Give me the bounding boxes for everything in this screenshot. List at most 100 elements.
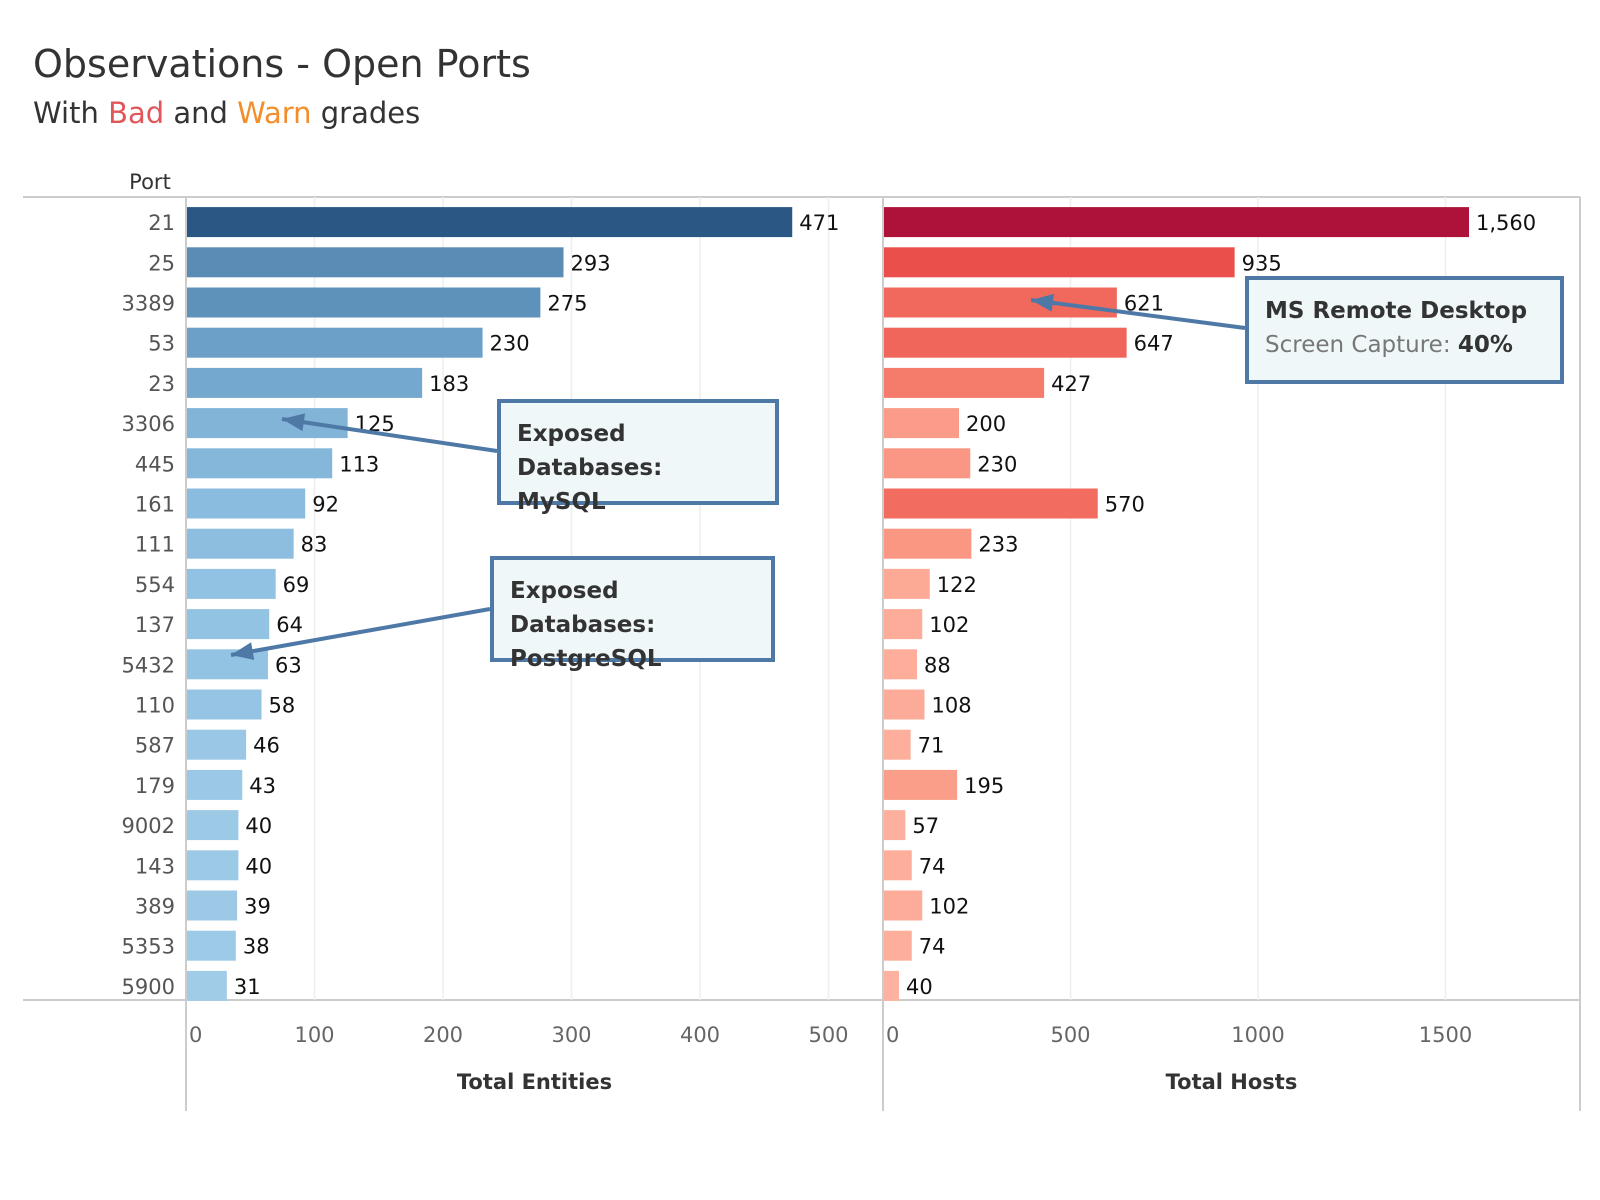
data-label: 183 [429,372,469,396]
x-tick-label: 300 [551,1023,591,1047]
data-label: 293 [571,251,611,275]
bar-9002 [187,810,239,841]
port-label: 554 [135,573,175,597]
data-label: 230 [490,332,530,356]
data-label: 1,560 [1476,211,1536,235]
x-tick-label: 1500 [1419,1023,1472,1047]
bar-5432 [884,649,917,680]
annotation-rdp: MS Remote Desktop Screen Capture: 40% [1245,276,1564,384]
annotation-rdp-line1: MS Remote Desktop [1265,298,1528,324]
subtitle-suffix: grades [311,96,421,130]
data-label: 200 [966,412,1006,436]
bar-5900 [187,970,227,1001]
data-label: 40 [906,975,933,999]
annotation-mysql-line1: Exposed Databases: [517,421,663,481]
x-tick-label: 1000 [1231,1023,1284,1047]
bar-53 [884,327,1127,358]
port-label: 9002 [122,814,175,838]
data-label: 58 [269,694,296,718]
bar-389 [884,890,923,921]
bar-23 [884,367,1045,398]
x-tick-label: 0 [886,1023,899,1047]
x-tick-label: 500 [808,1023,848,1047]
bar-9002 [884,810,906,841]
bar-587 [884,729,911,760]
port-label: 5432 [122,653,175,677]
bar-25 [187,247,564,278]
bar-23 [187,367,423,398]
data-label: 122 [937,573,977,597]
bar-161 [884,488,1098,519]
bar-53 [187,327,483,358]
bar-137 [187,609,270,640]
bar-3389 [187,287,541,318]
data-label: 69 [283,573,310,597]
data-label: 935 [1242,251,1282,275]
data-label: 64 [276,613,303,637]
bar-161 [187,488,306,519]
arrow-postgres-line [230,607,491,657]
x-tick-label: 100 [294,1023,334,1047]
arrow-postgres-arrowhead-icon [231,642,255,661]
port-label: 21 [148,211,175,235]
subtitle-and: and [164,96,238,130]
bar-110 [187,689,262,720]
bar-179 [884,769,958,800]
bar-110 [884,689,925,720]
port-label: 3389 [122,292,175,316]
bar-143 [187,850,239,881]
data-label: 102 [929,895,969,919]
bar-389 [187,890,238,921]
port-label: 143 [135,854,175,878]
chart-title: Observations - Open Ports [33,42,531,86]
data-label: 57 [912,814,939,838]
bar-111 [187,528,294,559]
bar-21 [187,207,793,238]
port-label: 53 [148,332,175,356]
port-label: 137 [135,613,175,637]
bar-143 [884,850,912,881]
data-label: 63 [275,653,302,677]
subtitle-prefix: With [33,96,109,130]
data-label: 113 [339,452,379,476]
bar-5432 [187,649,268,680]
x-tick-label: 0 [189,1023,202,1047]
data-label: 74 [919,935,946,959]
x-tick-label: 200 [423,1023,463,1047]
data-label: 38 [243,935,270,959]
bar-111 [884,528,972,559]
port-label: 3306 [122,412,175,436]
data-label: 230 [977,452,1017,476]
subtitle-warn: Warn [237,96,312,130]
annotation-rdp-label: Screen Capture: [1265,332,1458,358]
annotation-postgres-line1: Exposed Databases: [510,578,656,638]
data-label: 92 [312,493,339,517]
data-label: 46 [253,734,280,758]
data-label: 39 [244,895,271,919]
bar-445 [187,448,333,479]
subtitle-bad: Bad [108,96,165,130]
data-label: 570 [1105,493,1145,517]
bar-3306 [884,408,959,439]
data-label: 108 [932,694,972,718]
data-label: 88 [924,653,951,677]
annotation-rdp-value: 40% [1457,332,1513,358]
bar-587 [187,729,247,760]
port-label: 111 [135,533,175,557]
port-label: 587 [135,734,175,758]
bar-137 [884,609,923,640]
bar-5900 [884,970,899,1001]
annotation-postgres: Exposed Databases: PostgreSQL [490,556,775,672]
data-label: 43 [249,774,276,798]
bar-5353 [187,930,236,961]
port-label: 110 [135,694,175,718]
bar-3306 [187,408,348,439]
bar-25 [884,247,1235,278]
arrow-rdp-line [1030,298,1246,330]
data-label: 233 [978,533,1018,557]
data-label: 427 [1051,372,1091,396]
arrow-mysql-line [281,417,498,453]
bar-21 [884,207,1469,238]
port-label: 23 [148,372,175,396]
